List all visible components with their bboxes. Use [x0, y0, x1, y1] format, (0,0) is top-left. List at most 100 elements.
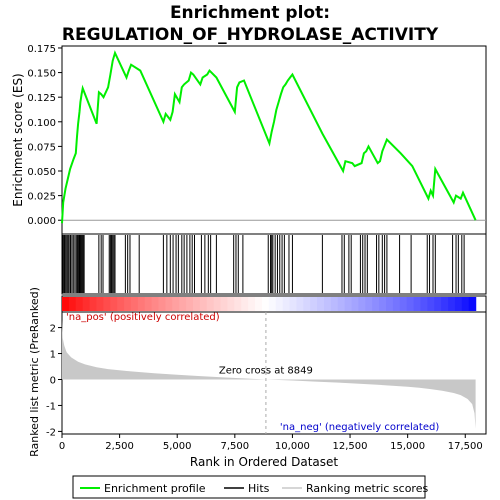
- x-tick-label: 2,500: [105, 441, 134, 452]
- metric-ytick-label: 0: [50, 375, 56, 386]
- color-band-segment: [282, 297, 291, 311]
- color-band-segment: [330, 297, 339, 311]
- color-band-segment: [468, 297, 477, 311]
- color-band-segment: [317, 297, 325, 311]
- legend-hits-label: Hits: [248, 482, 270, 495]
- color-band-segment: [399, 297, 408, 311]
- legend-profile-label: Enrichment profile: [104, 482, 206, 495]
- legend-metric-label: Ranking metric scores: [306, 482, 428, 495]
- color-band-segment: [351, 297, 360, 311]
- color-band-segment: [220, 297, 229, 311]
- metric-ytick-label: -2: [46, 427, 56, 438]
- es-ytick-label: 0.125: [27, 93, 56, 104]
- color-band-segment: [82, 297, 91, 311]
- ranking-metric-area: [62, 319, 476, 429]
- es-panel: [61, 45, 487, 235]
- color-band-segment: [386, 297, 394, 311]
- es-ytick-label: 0.000: [27, 216, 56, 227]
- es-ytick-label: 0.175: [27, 44, 56, 55]
- color-band-segment: [420, 297, 428, 311]
- color-band-segment: [110, 297, 118, 311]
- es-axis-label: Enrichment score (ES): [11, 73, 25, 206]
- color-band-segment: [303, 297, 311, 311]
- color-band-segment: [268, 297, 277, 311]
- color-band-segment: [89, 297, 98, 311]
- plot-title-line1: Enrichment plot:: [170, 3, 330, 23]
- color-band-segment: [337, 297, 346, 311]
- color-band-segment: [275, 297, 284, 311]
- plot-title-line2: REGULATION_OF_HYDROLASE_ACTIVITY: [62, 25, 439, 45]
- x-tick-label: 12,500: [333, 441, 368, 452]
- color-band-segment: [75, 297, 84, 311]
- metric-ytick-label: 2: [50, 324, 56, 335]
- metric-ytick-label: 1: [50, 350, 56, 361]
- positive-correlated-label: 'na_pos' (positively correlated): [66, 312, 220, 323]
- color-band-segment: [310, 297, 318, 311]
- color-band-segment: [289, 297, 297, 311]
- color-band-segment: [199, 297, 208, 311]
- color-band-segment: [124, 297, 132, 311]
- x-tick-label: 7,500: [221, 441, 250, 452]
- color-band-segment: [234, 297, 242, 311]
- x-tick-label: 5,000: [163, 441, 192, 452]
- color-band-segment: [434, 297, 442, 311]
- color-band-segment: [68, 297, 77, 311]
- color-band-segment: [261, 297, 270, 311]
- es-axis-ticks: 0.000 0.025 0.050 0.075 0.100 0.125 0.150 0.175: [27, 44, 62, 227]
- es-ytick-label: 0.075: [27, 142, 56, 153]
- es-ytick-label: 0.025: [27, 192, 56, 203]
- color-band-segment: [454, 297, 463, 311]
- color-band-segment: [144, 297, 153, 311]
- color-band-segment: [227, 297, 235, 311]
- color-band-segment: [441, 297, 449, 311]
- color-band-segment: [296, 297, 304, 311]
- x-axis-ticks: 0 2,500 5,000 7,500 10,000 12,500 15,000 17,500: [59, 434, 483, 452]
- color-band-segment: [206, 297, 215, 311]
- color-band-segment: [413, 297, 422, 311]
- color-band-segment: [172, 297, 180, 311]
- color-band-segment: [248, 297, 256, 311]
- es-ytick-label: 0.050: [27, 167, 56, 178]
- color-band-segment: [344, 297, 353, 311]
- metric-ytick-label: -1: [46, 401, 56, 412]
- es-ytick-label: 0.100: [27, 118, 56, 129]
- color-band-segment: [192, 297, 201, 311]
- color-band-segment: [392, 297, 401, 311]
- color-band-segment: [165, 297, 173, 311]
- metric-axis-label: Ranked list metric (PreRanked): [28, 287, 41, 457]
- color-band-segment: [213, 297, 222, 311]
- color-band-segment: [179, 297, 187, 311]
- color-band-segment: [137, 297, 146, 311]
- ranking-color-band: [62, 297, 477, 311]
- hits-panel: [61, 233, 487, 295]
- color-band-segment: [241, 297, 249, 311]
- hit-markers: [62, 235, 465, 293]
- color-band-segment: [372, 297, 380, 311]
- color-band-segment: [461, 297, 470, 311]
- color-band-segment: [255, 297, 263, 311]
- color-band-segment: [365, 297, 373, 311]
- color-band-segment: [117, 297, 125, 311]
- color-band-segment: [186, 297, 194, 311]
- color-band-segment: [62, 297, 70, 311]
- color-band-segment: [323, 297, 332, 311]
- x-axis-label: Rank in Ordered Dataset: [190, 455, 338, 469]
- enrichment-profile-line: [61, 50, 477, 224]
- color-band-segment: [103, 297, 111, 311]
- x-tick-label: 0: [59, 441, 65, 452]
- zero-cross-label: Zero cross at 8849: [219, 365, 313, 376]
- color-band-segment: [130, 297, 139, 311]
- color-band-segment: [406, 297, 415, 311]
- x-tick-label: 15,000: [390, 441, 425, 452]
- color-band-segment: [158, 297, 167, 311]
- color-band-segment: [96, 297, 104, 311]
- legend-box: [72, 475, 426, 499]
- x-tick-label: 10,000: [275, 441, 310, 452]
- color-band-segment: [427, 297, 435, 311]
- negative-correlated-label: 'na_neg' (negatively correlated): [280, 422, 439, 433]
- color-band-segment: [379, 297, 387, 311]
- color-band-segment: [151, 297, 160, 311]
- color-band-segment: [358, 297, 366, 311]
- color-band-segment: [448, 297, 456, 311]
